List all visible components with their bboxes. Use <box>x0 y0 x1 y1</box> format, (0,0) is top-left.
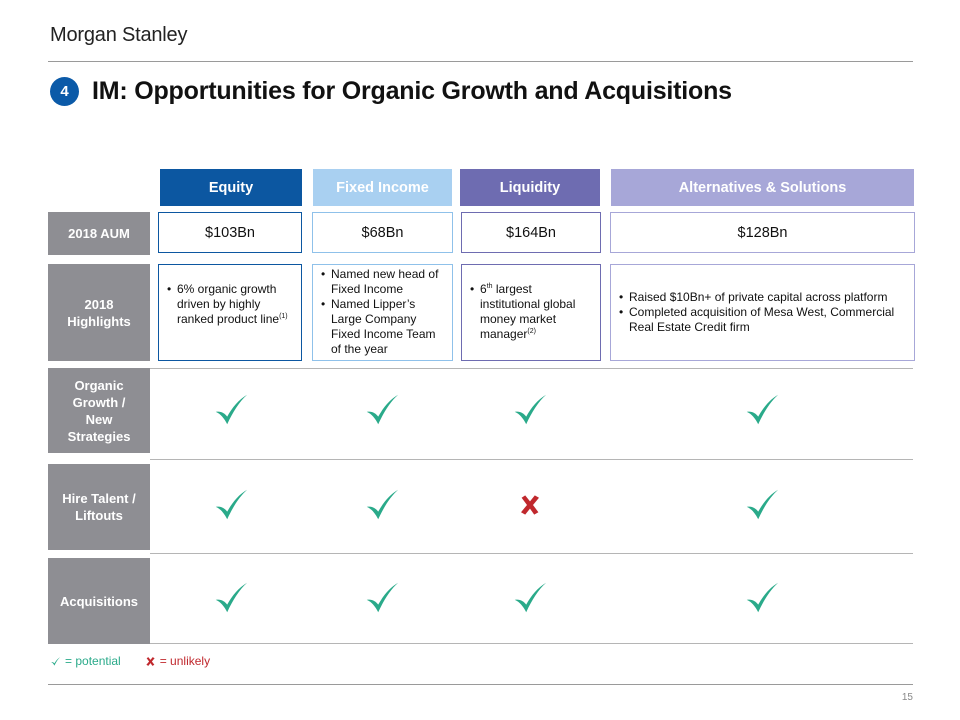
column-header-liquidity: Liquidity <box>460 169 600 206</box>
column-header-alternatives: Alternatives & Solutions <box>611 169 914 206</box>
cross-icon <box>518 493 542 517</box>
footer-divider <box>48 684 913 685</box>
highlights-alternatives: Raised $10Bn+ of private capital across … <box>610 264 915 361</box>
row-divider <box>150 643 913 644</box>
page-title: IM: Opportunities for Organic Growth and… <box>92 77 732 105</box>
row-label-organic-growth: Organic Growth / New Strategies <box>48 368 150 453</box>
checkmark-icon <box>743 391 781 429</box>
row-label-acquisitions: Acquisitions <box>48 558 150 644</box>
row-divider <box>150 553 913 554</box>
checkmark-icon <box>363 391 401 429</box>
checkmark-icon <box>511 391 549 429</box>
checkmark-icon <box>363 579 401 617</box>
checkmark-icon <box>743 486 781 524</box>
row-label-highlights: 2018 Highlights <box>48 264 150 361</box>
checkmark-icon <box>743 579 781 617</box>
footnote-ref: (2) <box>527 328 536 335</box>
highlight-bullet: Named Lipper’s Large Company Fixed Incom… <box>319 297 446 357</box>
highlight-bullet: 6th largest institutional global money m… <box>468 282 594 342</box>
checkmark-icon <box>51 656 61 666</box>
row-divider <box>150 368 913 369</box>
highlight-bullet: Completed acquisition of Mesa West, Comm… <box>617 305 908 335</box>
checkmark-icon <box>212 579 250 617</box>
legend: = potential = unlikely <box>50 654 210 668</box>
cross-icon <box>146 656 155 666</box>
column-header-equity: Equity <box>160 169 302 206</box>
row-label-aum: 2018 AUM <box>48 212 150 255</box>
legend-potential: = potential <box>50 654 121 668</box>
checkmark-icon <box>363 486 401 524</box>
aum-fixed-income: $68Bn <box>312 212 453 253</box>
page-number: 15 <box>901 692 913 703</box>
aum-liquidity: $164Bn <box>461 212 601 253</box>
highlights-liquidity: 6th largest institutional global money m… <box>461 264 601 361</box>
column-header-fixed-income: Fixed Income <box>313 169 452 206</box>
aum-equity: $103Bn <box>158 212 302 253</box>
highlight-bullet: 6% organic growth driven by highly ranke… <box>165 282 295 327</box>
footnote-ref: (1) <box>279 313 288 320</box>
morgan-stanley-logo: Morgan Stanley <box>50 24 188 46</box>
legend-unlikely: = unlikely <box>145 654 210 668</box>
header-divider <box>48 61 913 62</box>
row-label-hire-talent: Hire Talent / Liftouts <box>48 464 150 550</box>
checkmark-icon <box>212 486 250 524</box>
checkmark-icon <box>511 579 549 617</box>
highlight-bullet: Raised $10Bn+ of private capital across … <box>617 290 908 305</box>
highlights-equity: 6% organic growth driven by highly ranke… <box>158 264 302 361</box>
aum-alternatives: $128Bn <box>610 212 915 253</box>
highlights-fixed-income: Named new head of Fixed Income Named Lip… <box>312 264 453 361</box>
checkmark-icon <box>212 391 250 429</box>
row-divider <box>150 459 913 460</box>
section-number-badge: 4 <box>50 77 79 106</box>
highlight-bullet: Named new head of Fixed Income <box>319 267 446 297</box>
